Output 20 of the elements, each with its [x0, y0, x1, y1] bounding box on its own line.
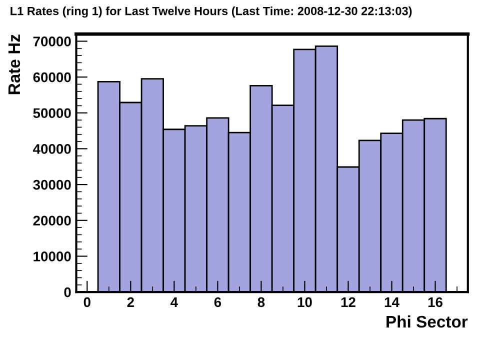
y-axis-title: Rate Hz	[8, 34, 20, 94]
x-tick-label: 4	[170, 297, 178, 307]
x-tick-label: 10	[298, 297, 312, 308]
x-tick-label: 14	[384, 297, 400, 307]
x-tick-label: 6	[214, 297, 222, 308]
x-tick-label: 0	[84, 297, 90, 308]
chart-title: L1 Rates (ring 1) for Last Twelve Hours (Last Time: 2008-12-30 22:13:03)	[10, 6, 412, 18]
x-tick-label: 2	[127, 297, 134, 307]
y-tick-label: 0	[64, 287, 71, 298]
x-tick-label: 8	[258, 297, 265, 308]
x-tick-label: 16	[428, 297, 442, 308]
y-tick-label: 10000	[34, 252, 71, 262]
y-tick-label: 40000	[32, 144, 71, 154]
x-axis-title: Phi Sector	[386, 315, 468, 328]
x-tick-label: 12	[341, 297, 356, 307]
y-tick-label: 20000	[33, 216, 71, 226]
y-tick-label: 60000	[33, 72, 71, 82]
y-tick-label: 50000	[33, 108, 71, 118]
y-tick-label: 30000	[33, 180, 71, 190]
y-tick-label: 70000	[33, 36, 71, 46]
